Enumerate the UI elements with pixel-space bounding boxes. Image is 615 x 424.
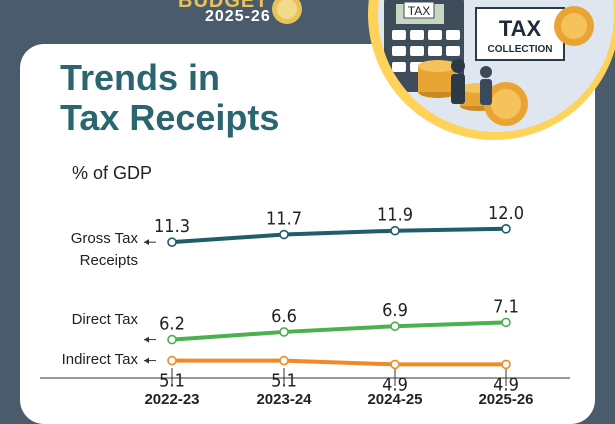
collection-sign-board: [475, 7, 565, 61]
direct-tax-point: [501, 317, 511, 328]
budget-badge: [130, 0, 302, 32]
x-tick-label: 2024-25: [367, 391, 422, 408]
gross-tax-point: [501, 224, 511, 234]
indirect-tax-value-label: 5.1: [271, 371, 297, 392]
gross-tax-value-label: 11.3: [154, 216, 190, 237]
indirect-tax-value-label: 4.9: [382, 374, 408, 395]
indirect-tax-line: [170, 358, 508, 367]
tax-sign-text: TAX: [408, 4, 430, 18]
tax-sign-box: [403, 1, 435, 19]
gross-tax-point: [167, 237, 177, 247]
direct-tax-arrowhead-icon: [144, 336, 149, 343]
indirect-tax-arrowhead-icon: [144, 357, 149, 364]
direct-tax-value-label: 6.9: [382, 300, 408, 321]
gross-tax-value-label: 11.7: [266, 209, 302, 230]
gross-tax-point: [279, 229, 289, 240]
collection-sign-line1: TAX: [499, 16, 542, 41]
direct-tax-line: [170, 320, 508, 342]
direct-tax-point: [390, 321, 400, 332]
direct-tax-value-label: 6.2: [159, 314, 185, 335]
direct-tax-name-label: Direct Tax: [72, 311, 139, 328]
gross-tax-line: [170, 226, 508, 245]
indirect-tax-value-label: 5.1: [159, 371, 185, 392]
person-figure-icon: [451, 59, 492, 105]
direct-tax-value-label: 7.1: [493, 296, 519, 317]
coin-logo-icon: [272, 0, 302, 24]
gross-tax-name-label: Gross Tax: [71, 230, 139, 247]
indirect-tax-value-label: 4.9: [493, 374, 519, 395]
gross-tax-point: [390, 225, 400, 236]
indirect-tax-point: [167, 355, 177, 366]
indirect-tax-point: [390, 359, 400, 370]
title-line-1: Trends in: [60, 57, 221, 98]
x-tick-label: 2022-23: [144, 391, 199, 408]
line-chart: 2022-23 2023-24 2024-25 2025-26 11.3 11.7 11.9…: [40, 203, 570, 408]
unit-label: % of GDP: [72, 163, 153, 183]
direct-tax-point: [279, 327, 289, 337]
x-tick-label: 2025-26: [478, 391, 533, 408]
direct-tax-point: [167, 334, 177, 345]
indirect-tax-point: [279, 355, 289, 366]
x-tick-label: 2023-24: [256, 391, 312, 408]
direct-tax-value-label: 6.6: [271, 306, 297, 327]
page-title: Trends in Tax Receipts: [60, 57, 280, 139]
budget-year: 2025-26: [205, 8, 271, 25]
large-coin-icon: [484, 6, 594, 126]
budget-word: BUDGET: [178, 0, 269, 12]
gross-tax-arrowhead-icon: [144, 239, 149, 246]
collection-sign-line2: COLLECTION: [488, 44, 553, 55]
coin-stacks-icon: [418, 60, 496, 111]
indirect-tax-name-label: Indirect Tax: [62, 351, 139, 368]
gross-tax-name-label: Receipts: [80, 252, 138, 269]
gross-tax-value-label: 11.9: [377, 205, 413, 226]
indirect-tax-point: [501, 359, 511, 370]
gross-tax-value-label: 12.0: [488, 203, 524, 224]
title-line-2: Tax Receipts: [60, 97, 280, 139]
